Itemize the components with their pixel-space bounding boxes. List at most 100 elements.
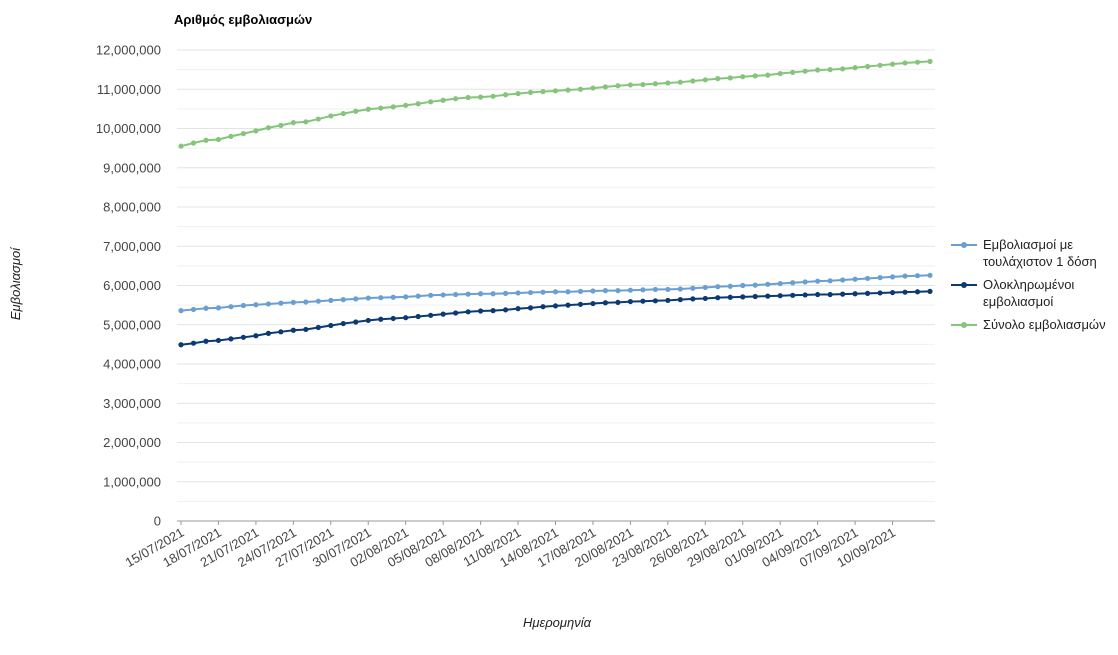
data-point[interactable]	[453, 291, 459, 298]
legend-item-1[interactable]: Εμβολιασμοί με τουλάχιστον 1 δόση	[951, 237, 1097, 269]
data-point[interactable]	[590, 300, 596, 307]
data-point[interactable]	[702, 77, 708, 83]
data-point[interactable]	[765, 72, 771, 78]
data-point[interactable]	[827, 278, 833, 284]
data-point[interactable]	[889, 61, 896, 67]
data-point[interactable]	[852, 276, 858, 282]
data-point[interactable]	[278, 329, 284, 335]
data-point[interactable]	[790, 280, 796, 286]
data-point[interactable]	[840, 66, 846, 72]
data-point[interactable]	[877, 62, 883, 68]
data-point[interactable]	[415, 293, 421, 299]
data-point[interactable]	[677, 297, 683, 303]
data-point[interactable]	[303, 326, 309, 333]
data-point[interactable]	[627, 298, 634, 305]
data-point[interactable]	[902, 60, 908, 66]
data-point[interactable]	[378, 105, 384, 111]
data-point[interactable]	[515, 290, 521, 296]
data-point[interactable]	[777, 280, 783, 287]
data-point[interactable]	[365, 106, 371, 112]
data-point[interactable]	[815, 278, 821, 284]
data-point[interactable]	[715, 284, 721, 290]
data-point[interactable]	[527, 89, 534, 95]
data-point[interactable]	[727, 294, 733, 300]
data-point[interactable]	[228, 133, 234, 139]
data-point[interactable]	[502, 290, 509, 296]
data-point[interactable]	[353, 108, 359, 114]
data-point[interactable]	[690, 296, 696, 302]
data-point[interactable]	[565, 302, 571, 308]
data-point[interactable]	[378, 316, 384, 322]
data-point[interactable]	[253, 128, 259, 134]
data-point[interactable]	[740, 74, 746, 80]
data-point[interactable]	[602, 300, 609, 306]
data-point[interactable]	[640, 81, 646, 88]
data-point[interactable]	[927, 272, 933, 278]
data-point[interactable]	[328, 322, 334, 329]
data-point[interactable]	[627, 82, 634, 88]
data-point[interactable]	[428, 312, 434, 318]
data-point[interactable]	[590, 85, 596, 91]
data-point[interactable]	[403, 315, 409, 321]
data-point[interactable]	[328, 113, 334, 119]
data-point[interactable]	[690, 285, 696, 291]
data-point[interactable]	[577, 86, 584, 92]
data-point[interactable]	[353, 319, 359, 325]
data-point[interactable]	[178, 308, 184, 314]
data-point[interactable]	[265, 301, 271, 307]
legend-item-2[interactable]: Ολοκληρωμένοι εμβολιασμοί	[951, 277, 1074, 309]
data-point[interactable]	[178, 143, 184, 149]
data-point[interactable]	[440, 292, 446, 298]
data-point[interactable]	[440, 97, 446, 103]
data-point[interactable]	[914, 273, 921, 279]
data-point[interactable]	[777, 293, 783, 299]
data-point[interactable]	[453, 310, 459, 316]
data-point[interactable]	[440, 311, 446, 317]
data-point[interactable]	[765, 281, 771, 287]
data-point[interactable]	[465, 94, 471, 101]
data-point[interactable]	[478, 291, 484, 297]
data-point[interactable]	[840, 291, 846, 297]
data-point[interactable]	[765, 293, 771, 299]
data-point[interactable]	[590, 288, 596, 294]
data-point[interactable]	[790, 69, 796, 75]
data-point[interactable]	[715, 295, 721, 301]
data-point[interactable]	[390, 315, 396, 322]
data-point[interactable]	[203, 137, 209, 143]
data-point[interactable]	[328, 297, 334, 304]
data-point[interactable]	[752, 73, 758, 79]
data-point[interactable]	[552, 303, 559, 309]
data-point[interactable]	[415, 313, 421, 320]
data-point[interactable]	[677, 79, 683, 85]
data-point[interactable]	[265, 125, 271, 131]
data-point[interactable]	[802, 279, 808, 285]
data-point[interactable]	[465, 309, 471, 315]
data-point[interactable]	[889, 289, 896, 296]
data-point[interactable]	[540, 89, 546, 95]
data-point[interactable]	[378, 295, 384, 301]
data-point[interactable]	[540, 289, 546, 295]
data-point[interactable]	[927, 288, 933, 294]
data-point[interactable]	[777, 70, 783, 77]
legend[interactable]: Εμβολιασμοί με τουλάχιστον 1 δόση Ολοκληρω…	[951, 237, 1106, 332]
data-point[interactable]	[914, 289, 921, 295]
data-point[interactable]	[889, 274, 896, 280]
data-point[interactable]	[727, 75, 733, 81]
data-point[interactable]	[627, 287, 634, 293]
data-point[interactable]	[365, 317, 371, 324]
data-point[interactable]	[852, 291, 858, 297]
data-point[interactable]	[390, 104, 396, 110]
data-point[interactable]	[265, 330, 271, 336]
data-point[interactable]	[602, 288, 609, 294]
data-point[interactable]	[403, 102, 409, 108]
data-point[interactable]	[490, 291, 496, 297]
data-point[interactable]	[927, 58, 933, 64]
data-point[interactable]	[340, 320, 346, 327]
data-point[interactable]	[715, 76, 721, 82]
data-point[interactable]	[315, 324, 321, 331]
data-point[interactable]	[490, 93, 496, 99]
data-point[interactable]	[190, 140, 197, 146]
data-point[interactable]	[652, 298, 658, 304]
data-point[interactable]	[428, 99, 434, 105]
data-point[interactable]	[790, 292, 796, 298]
